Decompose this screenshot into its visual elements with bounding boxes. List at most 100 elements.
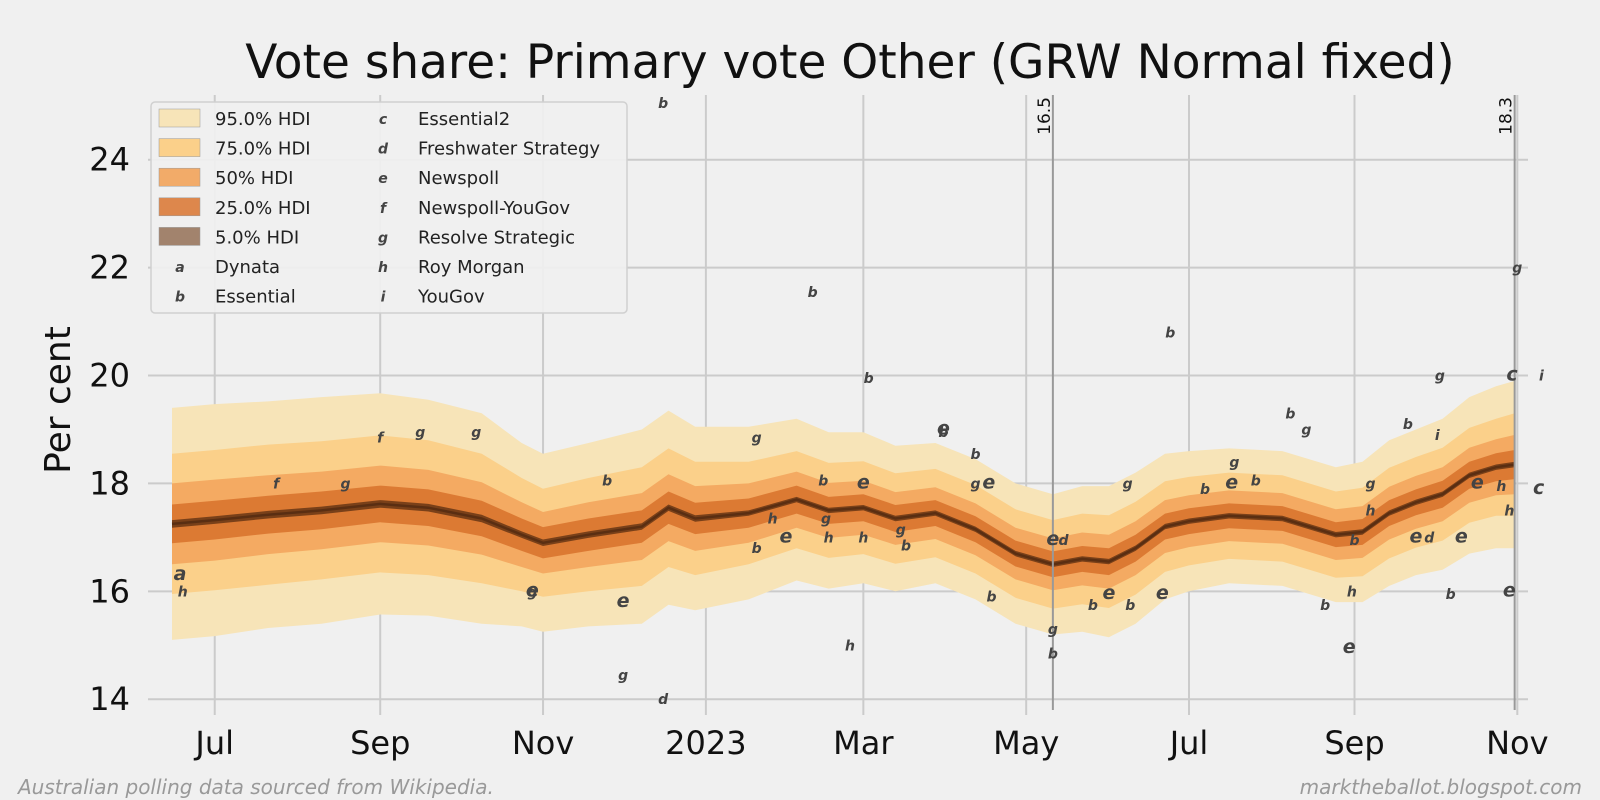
legend-marker: a (175, 260, 184, 276)
y-tick-label: 18 (89, 464, 130, 502)
poll-point: i (1539, 369, 1544, 385)
y-tick-label: 14 (89, 680, 130, 718)
poll-point: h (1366, 503, 1376, 519)
poll-point: g (415, 425, 425, 441)
poll-point: e (1455, 525, 1468, 547)
poll-point: e (780, 525, 793, 547)
legend-label: Newspoll (418, 168, 499, 189)
poll-point: g (471, 425, 481, 441)
legend-marker: h (378, 260, 388, 276)
poll-point: c (1533, 477, 1545, 499)
poll-point: h (845, 638, 855, 654)
x-tick-label: Jul (1168, 724, 1209, 762)
poll-point: g (896, 522, 906, 538)
poll-point: e (1156, 582, 1169, 604)
legend-label: Essential (215, 287, 296, 308)
median-line (171, 463, 1515, 566)
legend-label: YouGov (417, 287, 485, 308)
poll-point: b (1251, 474, 1261, 490)
band-25-hdi (172, 450, 1515, 578)
vertical-marker-label: 18.3 (1497, 97, 1517, 135)
x-tick-label: Nov (1486, 724, 1548, 762)
poll-point: h (1347, 584, 1357, 600)
x-tick-label: 2023 (665, 724, 746, 762)
legend-label: 25.0% HDI (215, 198, 311, 219)
footer-right: marktheballot.blogspot.com (1300, 775, 1582, 799)
poll-point: e (857, 471, 870, 493)
legend-marker: c (379, 112, 388, 128)
poll-point: b (901, 538, 911, 554)
legend-label: 5.0% HDI (215, 227, 299, 248)
poll-point: e (526, 579, 539, 601)
poll-point: h (858, 530, 868, 546)
poll-point: g (1229, 455, 1239, 471)
x-tick-label: Nov (512, 724, 574, 762)
poll-point: b (970, 447, 980, 463)
y-tick-label: 20 (89, 357, 130, 395)
poll-point: e (937, 417, 950, 439)
poll-point: g (341, 476, 351, 492)
legend-swatch (158, 167, 201, 187)
poll-point: g (1435, 369, 1445, 385)
y-tick-label: 16 (89, 572, 130, 610)
poll-point: g (1365, 476, 1375, 492)
poll-point: h (1496, 479, 1506, 495)
poll-point: b (938, 425, 948, 441)
poll-point: d (1424, 530, 1435, 546)
vertical-markers: 16.5 18.3 (1035, 95, 1517, 710)
legend-label: 75.0% HDI (215, 139, 311, 160)
legend-label: Resolve Strategic (418, 227, 575, 248)
poll-point: b (808, 285, 818, 301)
poll-point: a (174, 563, 187, 585)
poll-point: e (1503, 579, 1516, 601)
poll-point: b (1048, 646, 1058, 662)
y-axis-label: Per cent (38, 326, 79, 474)
poll-point: g (1123, 476, 1133, 492)
poll-point: b (602, 474, 612, 490)
x-tick-label: Sep (350, 724, 410, 762)
poll-point: b (1088, 598, 1098, 614)
poll-point: g (1048, 622, 1058, 638)
x-tick-label: May (993, 724, 1059, 762)
poll-point: d (658, 692, 669, 708)
poll-point: b (1165, 325, 1175, 341)
poll-point: b (658, 96, 668, 112)
poll-point: b (1349, 533, 1359, 549)
legend-label: Freshwater Strategy (418, 139, 600, 160)
poll-point: g (618, 668, 628, 684)
poll-point: e (1102, 582, 1115, 604)
poll-point: b (1403, 417, 1413, 433)
x-tick-label: Mar (833, 724, 894, 762)
poll-point: h (178, 584, 188, 600)
poll-point: g (970, 476, 980, 492)
poll-point: f (377, 431, 385, 447)
band-5-hdi (172, 461, 1515, 567)
poll-point: b (1320, 598, 1330, 614)
hdi-bands (171, 380, 1515, 640)
poll-point: b (1200, 482, 1210, 498)
poll-point: e (1409, 525, 1422, 547)
legend-marker: g (378, 230, 388, 246)
legend-marker: b (175, 290, 185, 306)
poll-point: e (1471, 471, 1484, 493)
legend: 95.0% HDI 75.0% HDI 50% HDI 25.0% HDI 5.0% H… (150, 101, 628, 314)
poll-point: b (752, 541, 762, 557)
poll-point: h (824, 530, 834, 546)
legend-swatch (158, 138, 201, 157)
legend-label: Roy Morgan (418, 257, 525, 278)
legend-swatch (158, 197, 201, 217)
footer-left: Australian polling data sourced from Wik… (16, 775, 494, 799)
x-tick-label: Sep (1324, 724, 1384, 762)
legend-label: 95.0% HDI (215, 109, 311, 130)
vertical-marker-label: 16.5 (1035, 97, 1055, 135)
poll-point: g (1512, 261, 1522, 277)
legend-marker: f (380, 201, 388, 217)
legend-label: Dynata (215, 257, 280, 278)
legend-marker: e (378, 171, 388, 187)
poll-point: b (1446, 587, 1456, 603)
poll-point: f (273, 476, 281, 492)
y-tick-label: 24 (89, 141, 130, 179)
legend-marker: i (381, 290, 386, 306)
poll-point: e (1225, 471, 1238, 493)
legend-swatch (158, 108, 201, 128)
